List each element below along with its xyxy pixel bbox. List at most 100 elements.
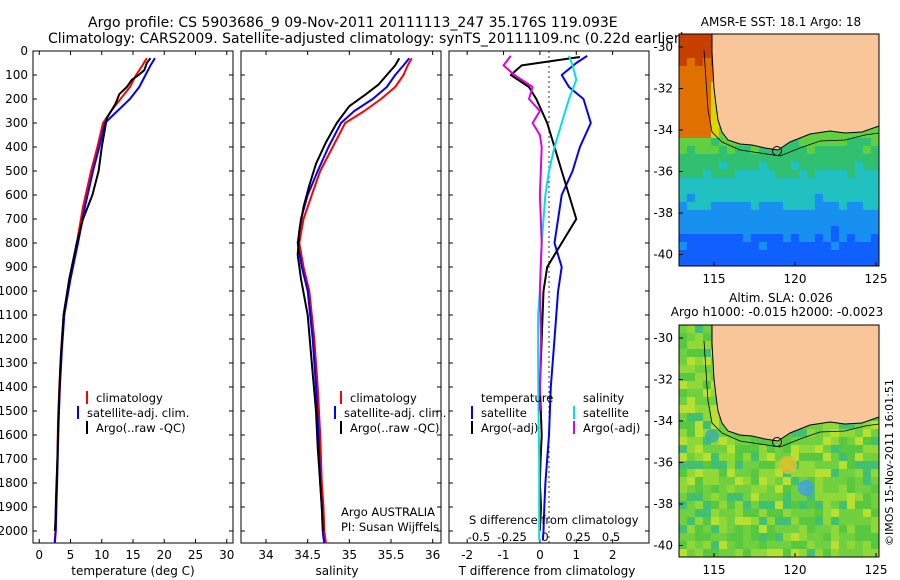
depth-tick-label: 1200 bbox=[0, 332, 28, 346]
x-tick-label: 34.5 bbox=[294, 548, 321, 562]
sla-cell bbox=[719, 429, 727, 437]
sst-cell bbox=[823, 242, 831, 250]
sla-cell bbox=[855, 549, 863, 557]
sla-cell bbox=[871, 533, 879, 541]
sla-cell bbox=[831, 509, 839, 517]
sla-cell bbox=[703, 533, 711, 541]
sst-cell bbox=[735, 194, 743, 202]
sst-cell bbox=[815, 250, 823, 258]
sst-cell bbox=[831, 138, 839, 146]
sst-cell bbox=[799, 210, 807, 218]
sst-cell bbox=[855, 130, 863, 138]
depth-tick-label: 700 bbox=[5, 212, 28, 226]
sst-cell bbox=[815, 170, 823, 178]
sst-cell bbox=[783, 202, 791, 210]
sla-cell bbox=[791, 493, 799, 501]
legend-t-satellite: satellite bbox=[481, 406, 527, 420]
sla-cell bbox=[831, 469, 839, 477]
sst-cell bbox=[863, 242, 871, 250]
sla-cell bbox=[711, 501, 719, 509]
sla-cell bbox=[831, 461, 839, 469]
sst-cell bbox=[799, 162, 807, 170]
sla-cell bbox=[791, 485, 799, 493]
sla-cell bbox=[775, 437, 783, 445]
x-tick-label: 10 bbox=[94, 548, 109, 562]
sla-cell bbox=[775, 485, 783, 493]
sla-cell bbox=[815, 501, 823, 509]
sla-cell bbox=[823, 549, 831, 557]
sst-cell bbox=[831, 130, 839, 138]
sst-cell bbox=[727, 242, 735, 250]
sst-cell bbox=[679, 82, 687, 90]
sla-cell bbox=[847, 453, 855, 461]
sla-cell bbox=[711, 421, 719, 429]
legend-climatology: climatology bbox=[96, 391, 163, 405]
sst-cell bbox=[799, 186, 807, 194]
sst-cell bbox=[759, 178, 767, 186]
sst-cell bbox=[815, 210, 823, 218]
salinity-panel bbox=[240, 50, 442, 544]
sst-cell bbox=[687, 234, 695, 242]
sst-cell bbox=[783, 250, 791, 258]
sla-anomaly bbox=[779, 456, 797, 474]
sla-cell bbox=[719, 517, 727, 525]
sst-cell bbox=[735, 146, 743, 154]
sst-cell bbox=[679, 122, 687, 130]
sla-cell bbox=[703, 405, 711, 413]
sst-cell bbox=[751, 226, 759, 234]
sla-cell bbox=[719, 437, 727, 445]
sla-cell bbox=[775, 493, 783, 501]
depth-tick-label: 0 bbox=[20, 44, 28, 58]
sla-cell bbox=[839, 445, 847, 453]
sla-cell bbox=[695, 421, 703, 429]
sst-cell bbox=[807, 194, 815, 202]
sst-cell bbox=[871, 154, 879, 162]
sst-cell bbox=[767, 202, 775, 210]
sst-cell bbox=[839, 138, 847, 146]
sla-cell bbox=[679, 357, 687, 365]
sla-cell bbox=[815, 437, 823, 445]
sla-cell bbox=[703, 477, 711, 485]
depth-tick-label: 300 bbox=[5, 116, 28, 130]
sla-argo-marker bbox=[772, 437, 782, 447]
sla-cell bbox=[791, 469, 799, 477]
map-lat-label: -38 bbox=[653, 497, 673, 511]
sst-cell bbox=[743, 234, 751, 242]
sst-cell bbox=[831, 194, 839, 202]
sla-cell bbox=[847, 517, 855, 525]
sla-cell bbox=[687, 445, 695, 453]
sla-cell bbox=[687, 373, 695, 381]
sst-cell bbox=[863, 186, 871, 194]
sla-cell bbox=[863, 445, 871, 453]
sla-cell bbox=[743, 477, 751, 485]
sst-cell bbox=[743, 250, 751, 258]
sst-cell bbox=[695, 130, 703, 138]
sla-cell bbox=[871, 517, 879, 525]
sst-cell bbox=[831, 242, 839, 250]
sst-cell bbox=[807, 178, 815, 186]
map-lat-label: -34 bbox=[653, 414, 673, 428]
sla-cell bbox=[711, 405, 719, 413]
sst-cell bbox=[855, 250, 863, 258]
sst-cell bbox=[871, 226, 879, 234]
sst-cell bbox=[767, 170, 775, 178]
sst-cell bbox=[847, 250, 855, 258]
sla-cell bbox=[695, 341, 703, 349]
sst-cell bbox=[775, 202, 783, 210]
sst-cell bbox=[823, 154, 831, 162]
sla-cell bbox=[703, 501, 711, 509]
sla-cell bbox=[687, 501, 695, 509]
sla-cell bbox=[735, 533, 743, 541]
sst-cell bbox=[687, 146, 695, 154]
sla-cell bbox=[759, 525, 767, 533]
sst-cell bbox=[871, 162, 879, 170]
sst-cell bbox=[807, 170, 815, 178]
sst-cell bbox=[831, 170, 839, 178]
sla-cell bbox=[815, 533, 823, 541]
sla-cell bbox=[695, 541, 703, 549]
sla-cell bbox=[743, 517, 751, 525]
depth-tick-label: 1100 bbox=[0, 308, 28, 322]
sst-cell bbox=[679, 146, 687, 154]
sst-cell bbox=[703, 170, 711, 178]
sla-cell bbox=[679, 525, 687, 533]
